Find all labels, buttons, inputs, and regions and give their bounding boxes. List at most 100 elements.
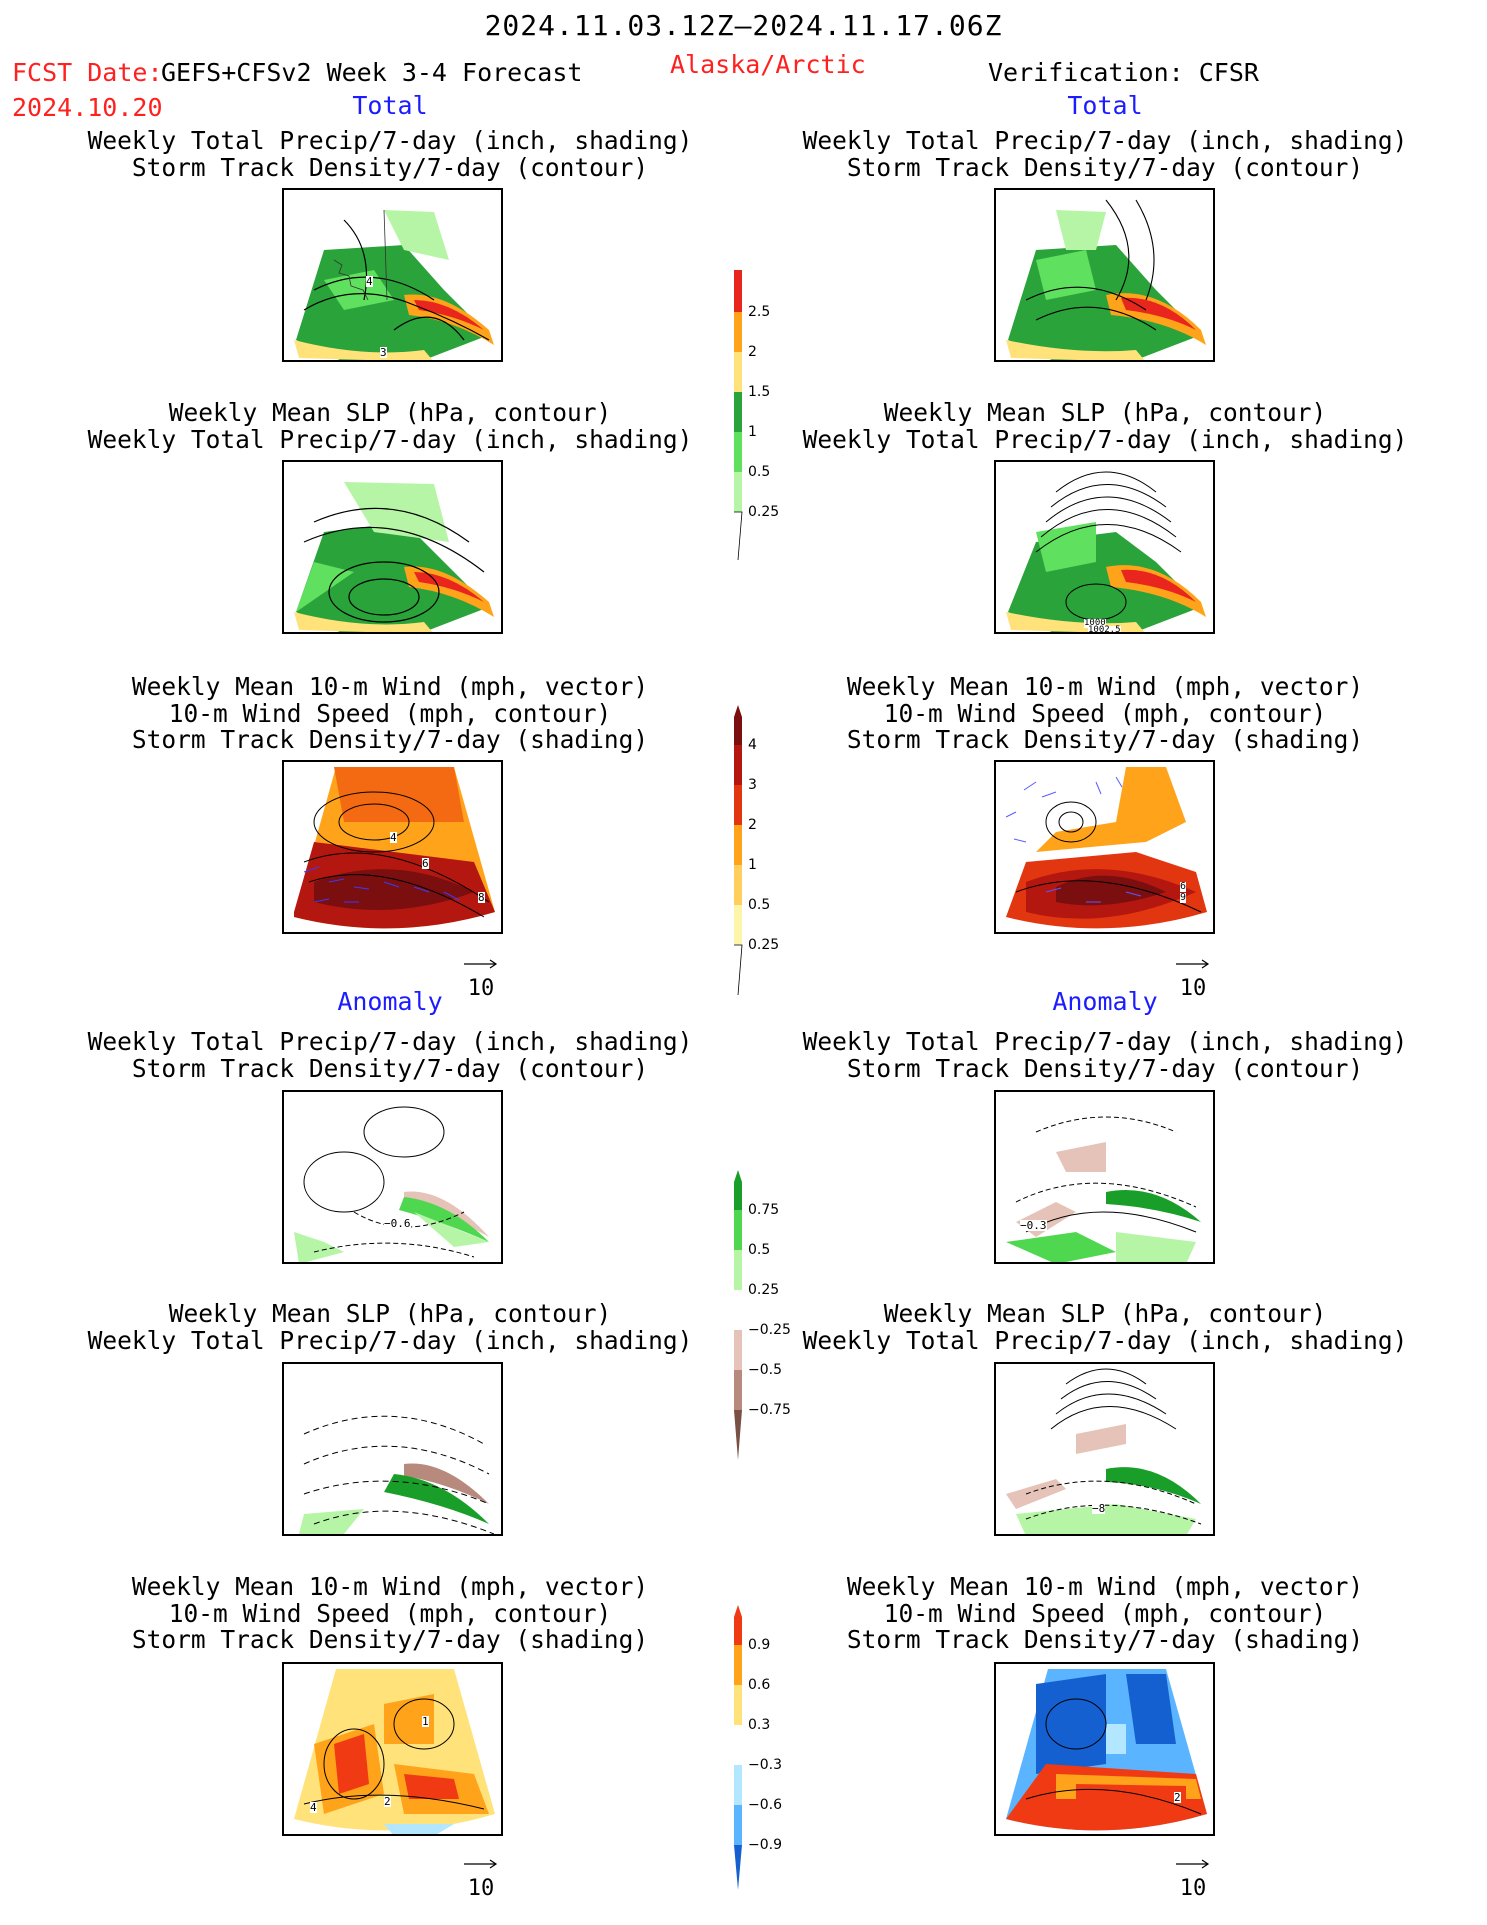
colorbar-level: 0.25 (748, 1282, 780, 1298)
colorbar-level: 0.5 (748, 1242, 771, 1258)
title-r2-line1: Weekly Mean SLP (hPa, contour) (883, 398, 1327, 427)
title-l3-line3: Storm Track Density/7-day (shading) (131, 725, 649, 754)
map-l6-wind-track-anom: 1 4 2 (282, 1662, 503, 1836)
title-l6-line1: Weekly Mean 10-m Wind (mph, vector) (131, 1572, 649, 1601)
vector-reference-value: 10 (1179, 1876, 1207, 1901)
title-l3-line1: Weekly Mean 10-m Wind (mph, vector) (131, 672, 649, 701)
title-r4-line2: Storm Track Density/7-day (contour) (846, 1054, 1364, 1083)
colorbar-precip-anom: 0.75 0.5 0.25 −0.25 −0.5 −0.75 (724, 1170, 791, 1464)
title-l5-line1: Weekly Mean SLP (hPa, contour) (168, 1299, 612, 1328)
colorbar-track-anom: 0.9 0.6 0.3 −0.3 −0.6 −0.9 (724, 1605, 782, 1899)
vector-reference-r-total: 10 (1168, 955, 1218, 1001)
product-name: GEFS+CFSv2 Week 3-4 Forecast (161, 58, 583, 87)
map-l2-slp-precip-total (282, 460, 503, 634)
vector-reference-value: 10 (467, 1876, 495, 1901)
title-l6-line3: Storm Track Density/7-day (shading) (131, 1625, 649, 1654)
map-r2-slp-precip-total: 1000 1002.5 (994, 460, 1215, 634)
title-r3-line2: 10-m Wind Speed (mph, contour) (883, 699, 1327, 728)
region-title: Alaska/Arctic (670, 50, 866, 79)
forecast-period: 2024.11.03.12Z–2024.11.17.06Z (484, 9, 1003, 42)
colorbar-level: 0.75 (748, 1202, 780, 1218)
title-r6-line2: 10-m Wind Speed (mph, contour) (883, 1599, 1327, 1628)
colorbar-level: −0.75 (748, 1402, 791, 1418)
colorbar-level: −0.25 (748, 1322, 791, 1338)
colorbar-level: 0.3 (748, 1717, 771, 1733)
colorbar-precip-total: 2.5 2 1.5 1 0.5 0.25 (724, 270, 779, 564)
vector-reference-value: 10 (467, 976, 495, 1001)
title-l6-line2: 10-m Wind Speed (mph, contour) (168, 1599, 612, 1628)
colorbar-level: 2 (748, 344, 757, 360)
title-r2-line2: Weekly Total Precip/7-day (inch, shading… (802, 425, 1408, 454)
contour-label: −0.3 (1020, 1219, 1047, 1232)
colorbar-level: 0.5 (748, 464, 771, 480)
title-r1-line1: Weekly Total Precip/7-day (inch, shading… (802, 126, 1408, 155)
contour-label: 4 (366, 275, 373, 288)
map-r6-wind-track-anom: 2 (994, 1662, 1215, 1836)
colorbar-level: 0.5 (748, 897, 771, 913)
map-r4-precip-track-anom: −0.3 (994, 1090, 1215, 1264)
map-l3-wind-track-total: 4 6 8 (282, 760, 503, 934)
colorbar-level: 2 (748, 817, 757, 833)
colorbar-level: −0.3 (748, 1757, 782, 1773)
colorbar-level: 1.5 (748, 384, 771, 400)
contour-label: 2 (384, 1795, 391, 1808)
title-l5-line2: Weekly Total Precip/7-day (inch, shading… (87, 1326, 693, 1355)
section-anomaly-right: Anomaly (1052, 987, 1158, 1016)
title-r3-line3: Storm Track Density/7-day (shading) (846, 725, 1364, 754)
contour-label: 8 (478, 891, 485, 904)
fcst-date: 2024.10.20 (12, 93, 163, 122)
vector-reference-r-anom: 10 (1168, 1855, 1218, 1901)
contour-label: 3 (380, 346, 387, 359)
title-r4-line1: Weekly Total Precip/7-day (inch, shading… (802, 1027, 1408, 1056)
colorbar-level: 1 (748, 424, 757, 440)
contour-label: 2 (1174, 1791, 1181, 1804)
map-r1-precip-track-total (994, 188, 1215, 362)
contour-label: 1002.5 (1088, 625, 1121, 634)
contour-label: 4 (310, 1801, 317, 1814)
section-total-left: Total (352, 91, 428, 120)
fcst-date-label: FCST Date: (12, 58, 163, 87)
title-l2-line2: Weekly Total Precip/7-day (inch, shading… (87, 425, 693, 454)
map-r5-slp-precip-anom: −8 (994, 1362, 1215, 1536)
colorbar-level: 0.9 (748, 1637, 771, 1653)
title-r1-line2: Storm Track Density/7-day (contour) (846, 153, 1364, 182)
colorbar-level: 2.5 (748, 304, 771, 320)
contour-label: 4 (390, 831, 397, 844)
title-r3-line1: Weekly Mean 10-m Wind (mph, vector) (846, 672, 1364, 701)
map-r3-wind-track-total: 6 9 (994, 760, 1215, 934)
map-l4-precip-track-anom: −0.6 (282, 1090, 503, 1264)
colorbar-level: 3 (748, 777, 757, 793)
title-l4-line1: Weekly Total Precip/7-day (inch, shading… (87, 1027, 693, 1056)
title-l4-line2: Storm Track Density/7-day (contour) (131, 1054, 649, 1083)
verification-label: Verification: CFSR (988, 58, 1259, 87)
vector-reference-l-anom: 10 (456, 1855, 506, 1901)
colorbar-level: −0.5 (748, 1362, 782, 1378)
contour-label: −0.6 (384, 1217, 411, 1230)
section-total-right: Total (1067, 91, 1143, 120)
colorbar-level: −0.6 (748, 1797, 782, 1813)
contour-label: 6 (422, 857, 429, 870)
title-r6-line1: Weekly Mean 10-m Wind (mph, vector) (846, 1572, 1364, 1601)
section-anomaly-left: Anomaly (337, 987, 443, 1016)
contour-label: 1000 (1084, 618, 1106, 628)
colorbar-level: −0.9 (748, 1837, 782, 1853)
contour-label: −8 (1092, 1502, 1106, 1515)
colorbar-level: 1 (748, 857, 757, 873)
title-r5-line2: Weekly Total Precip/7-day (inch, shading… (802, 1326, 1408, 1355)
colorbar-level: 0.25 (748, 504, 780, 520)
map-l1-precip-track-total: 4 3 (282, 188, 503, 362)
colorbar-track-total: 4 3 2 1 0.5 0.25 (724, 705, 779, 999)
colorbar-level: 0.6 (748, 1677, 771, 1693)
map-l5-slp-precip-anom (282, 1362, 503, 1536)
contour-label: 6 (1180, 881, 1187, 892)
vector-reference-l-total: 10 (456, 955, 506, 1001)
vector-reference-value: 10 (1179, 976, 1207, 1001)
colorbar-level: 4 (748, 737, 757, 753)
title-r5-line1: Weekly Mean SLP (hPa, contour) (883, 1299, 1327, 1328)
title-l2-line1: Weekly Mean SLP (hPa, contour) (168, 398, 612, 427)
title-r6-line3: Storm Track Density/7-day (shading) (846, 1625, 1364, 1654)
title-l3-line2: 10-m Wind Speed (mph, contour) (168, 699, 612, 728)
contour-label: 1 (422, 1715, 429, 1728)
title-l1-line2: Storm Track Density/7-day (contour) (131, 153, 649, 182)
contour-label: 9 (1180, 892, 1187, 903)
